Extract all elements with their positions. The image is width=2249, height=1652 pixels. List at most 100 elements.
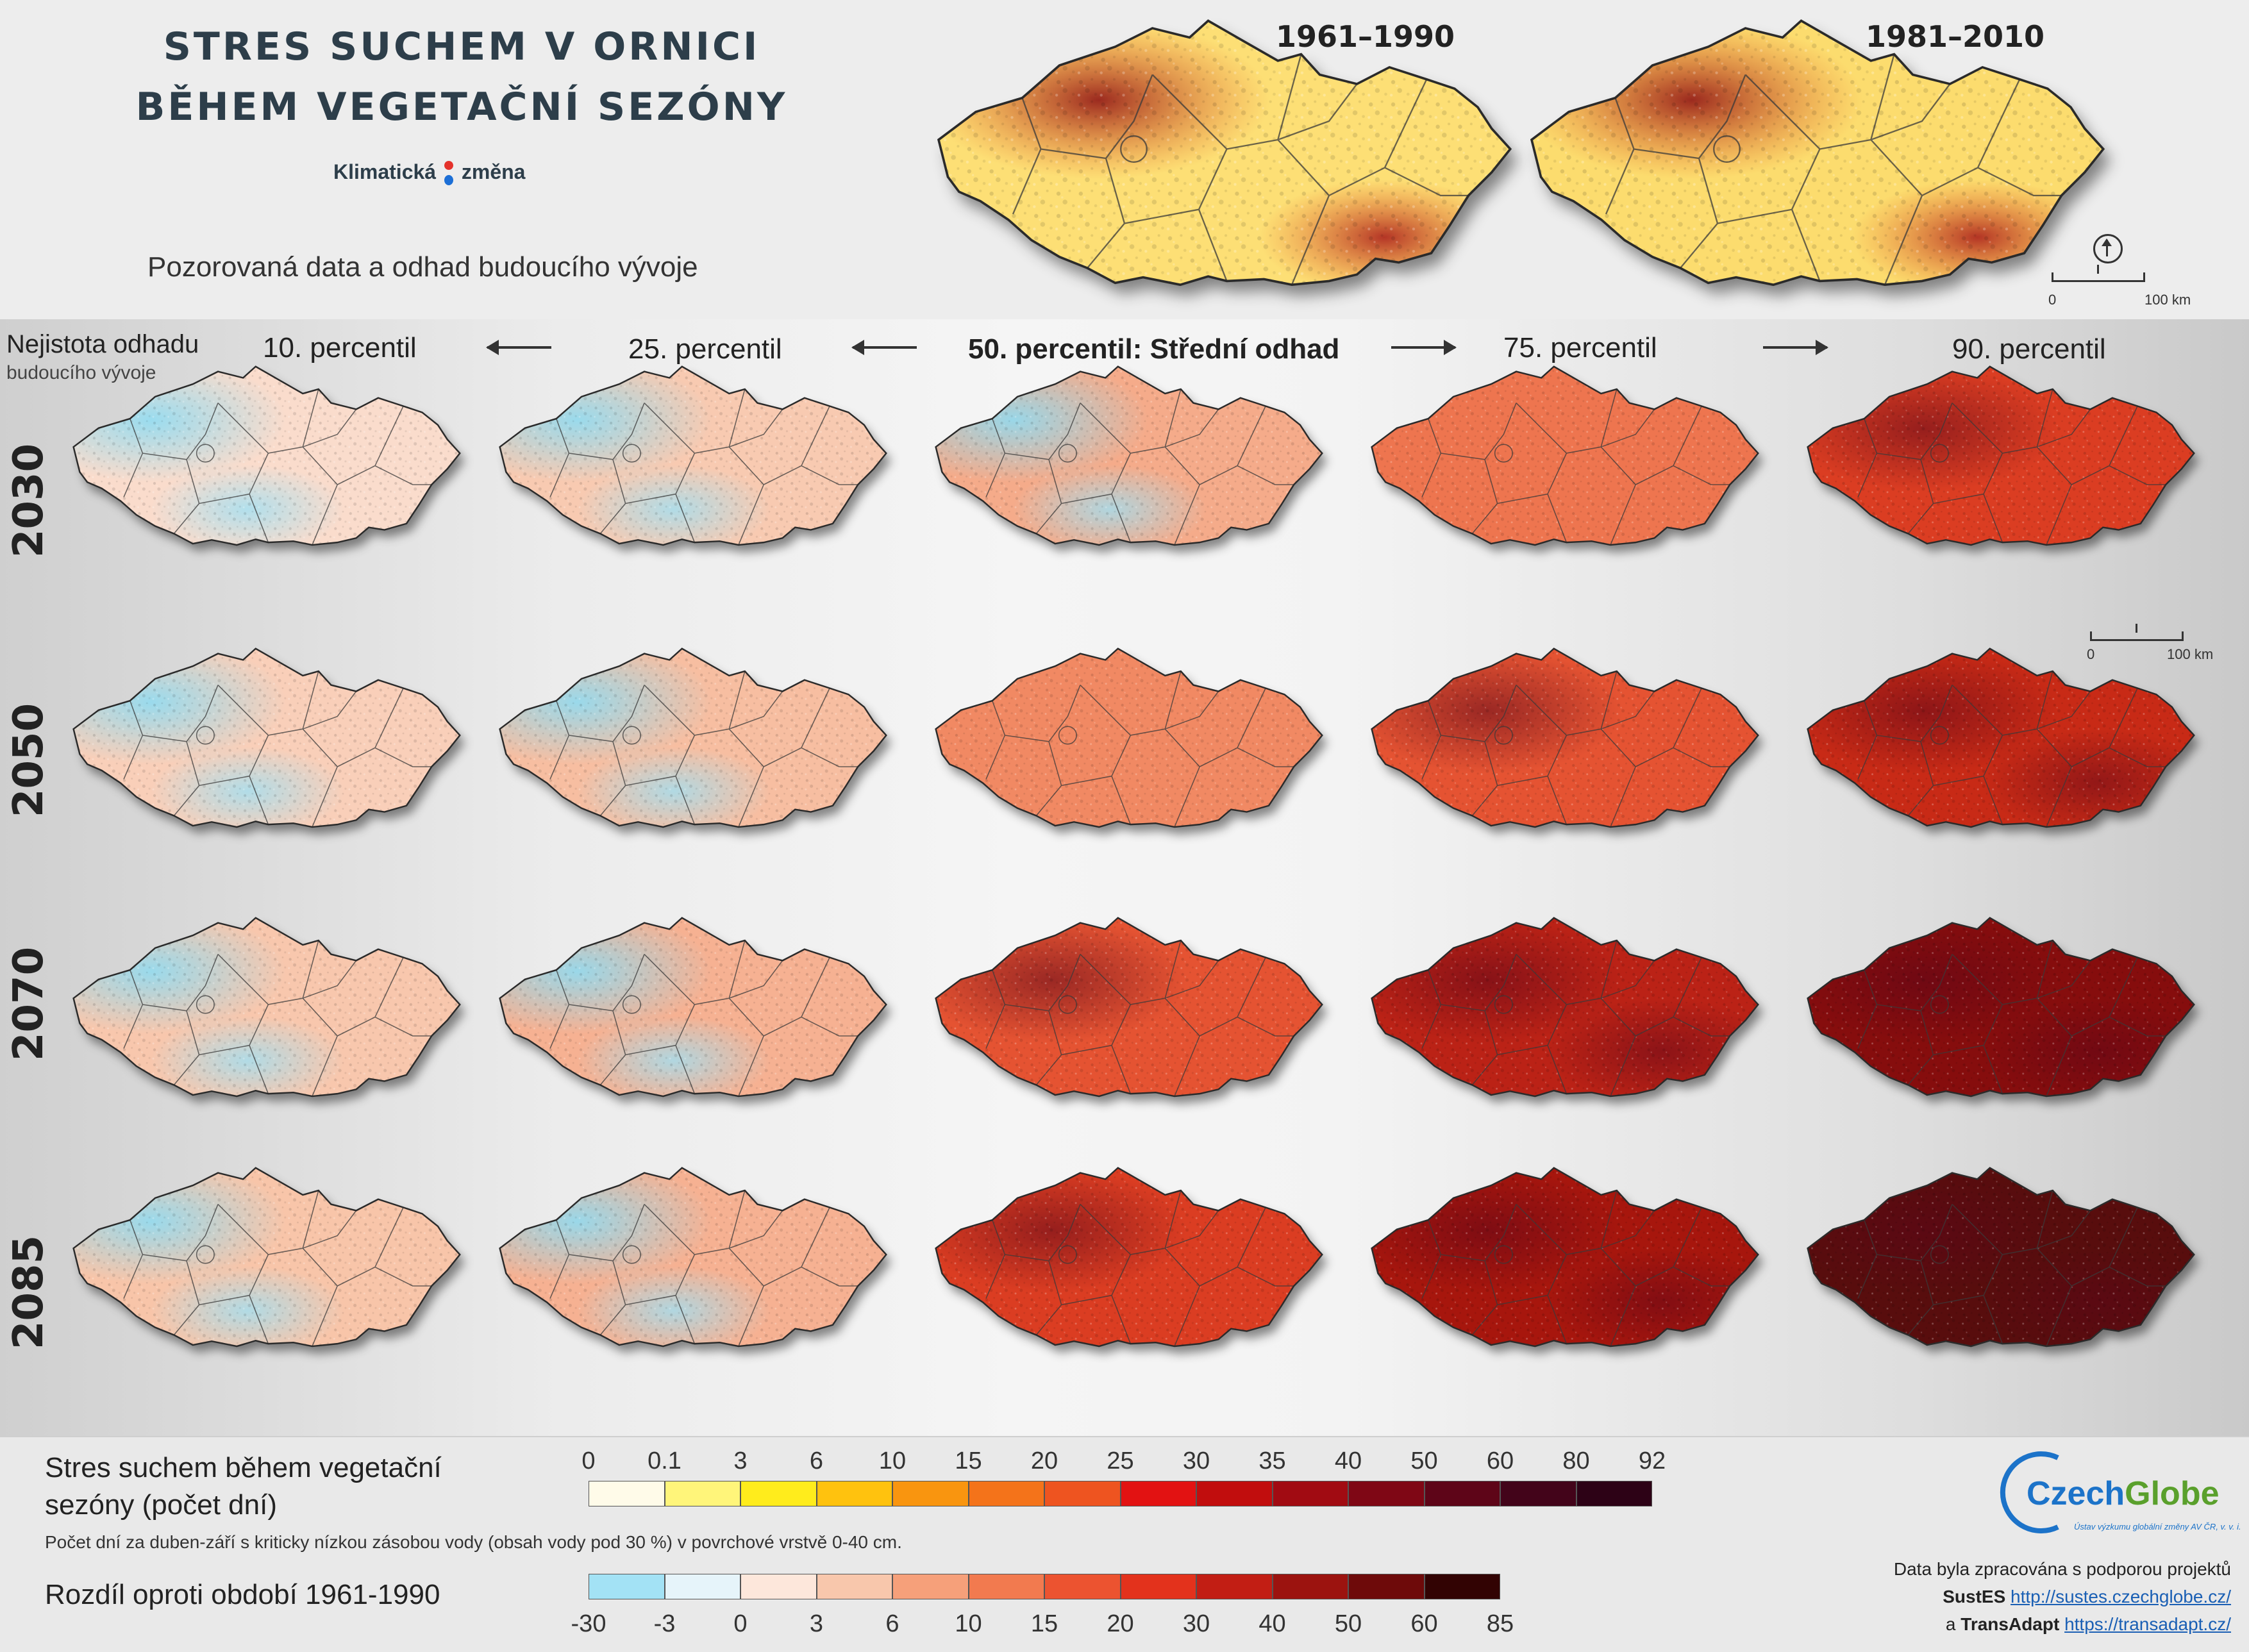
- observed-map-1981–2010: [1530, 19, 2105, 287]
- period-label-1961-1990: 1961–1990: [1276, 19, 1455, 54]
- legend-days-title-1: Stres suchem během vegetační: [45, 1452, 442, 1483]
- legend-tick-label: 80: [1562, 1448, 1590, 1474]
- scale-end-top: 100 km: [2144, 292, 2191, 308]
- legend-tick-label: 20: [1107, 1610, 1134, 1637]
- legend-tick-label: 40: [1334, 1448, 1362, 1474]
- legend-swatch: [968, 1481, 1044, 1506]
- row-label-2050: 2050: [5, 703, 53, 817]
- title-line-2: BĚHEM VEGETAČNÍ SEZÓNY: [135, 85, 788, 129]
- map-2085-p10: [72, 1167, 461, 1347]
- arrow-left-icon: [851, 340, 917, 355]
- map-2030-p25: [499, 365, 887, 546]
- map-2085-p25: [499, 1167, 887, 1347]
- observed-map-1961–1990: [937, 19, 1512, 287]
- legend-swatch: [664, 1481, 740, 1506]
- legend-tick-label: -3: [653, 1610, 676, 1637]
- legend-tick-label: 60: [1410, 1610, 1438, 1637]
- scale-start-middle: 0: [2087, 646, 2095, 662]
- legend-swatch: [1196, 1481, 1273, 1506]
- logo-tagline: Ústav výzkumu globální změny AV ČR, v. v…: [2074, 1522, 2241, 1531]
- legend-swatch: [1348, 1481, 1425, 1506]
- map-2050-p50: [935, 647, 1323, 828]
- legend-tick-label: 6: [809, 1448, 824, 1474]
- map-2070-p75: [1371, 917, 1759, 1097]
- map-2050-p75: [1371, 647, 1759, 828]
- map-2085-p75: [1371, 1167, 1759, 1347]
- legend-tick-label: 50: [1334, 1610, 1362, 1637]
- credits-project-1: SustES http://sustes.czechglobe.cz/: [1943, 1587, 2231, 1607]
- legend-tick-label: 20: [1030, 1448, 1058, 1474]
- map-2070-p50: [935, 917, 1323, 1097]
- legend-days-note: Počet dní za duben-září s kriticky nízko…: [45, 1532, 902, 1552]
- map-2030-p50: [935, 365, 1323, 546]
- arrow-right-icon: [1391, 340, 1457, 355]
- legend-swatch: [816, 1481, 892, 1506]
- scale-bar-top: [2052, 265, 2145, 282]
- credits-project-2: a TransAdapt https://transadapt.cz/: [1946, 1614, 2231, 1635]
- arrow-right-icon: [1763, 340, 1828, 355]
- column-header-p10: 10. percentil: [263, 332, 417, 363]
- legend-tick-label: 30: [1182, 1610, 1210, 1637]
- legend-swatch: [1120, 1481, 1196, 1506]
- legend-tick-label: 0.1: [648, 1448, 681, 1474]
- column-header-p75: 75. percentil: [1503, 332, 1657, 363]
- legend-swatch: [816, 1574, 892, 1599]
- map-2050-p10: [72, 647, 461, 828]
- brand-word-1: Klimatická: [333, 160, 437, 183]
- legend-swatch: [664, 1574, 740, 1599]
- uncertainty-sublabel: budoucího vývoje: [6, 362, 156, 383]
- arrow-left-icon: [486, 340, 551, 355]
- legend-swatch: [1044, 1574, 1121, 1599]
- brand-logo: Klimatická změna: [333, 160, 525, 187]
- map-2070-p90: [1807, 917, 2195, 1097]
- row-label-2085: 2085: [5, 1235, 53, 1349]
- legend-swatch: [968, 1574, 1044, 1599]
- scale-start-top: 0: [2048, 292, 2057, 308]
- legend-swatch: [1424, 1481, 1500, 1506]
- map-2070-p10: [72, 917, 461, 1097]
- scale-end-middle: 100 km: [2167, 646, 2214, 662]
- legend-tick-label: 15: [955, 1448, 982, 1474]
- legend-swatch: [1272, 1481, 1348, 1506]
- map-2085-p90: [1807, 1167, 2195, 1347]
- logo-arc-icon: [2000, 1451, 2059, 1533]
- map-2030-p75: [1371, 365, 1759, 546]
- legend-tick-label: 50: [1410, 1448, 1438, 1474]
- legend-tick-label: 30: [1182, 1448, 1210, 1474]
- row-label-2030: 2030: [5, 443, 53, 558]
- legend-tick-label: 15: [1030, 1610, 1058, 1637]
- column-header-p50: 50. percentil: Střední odhad: [968, 333, 1340, 365]
- map-2050-p25: [499, 647, 887, 828]
- legend-swatch: [589, 1574, 665, 1599]
- legend-swatch: [1196, 1574, 1273, 1599]
- legend-tick-label: 40: [1258, 1610, 1286, 1637]
- legend-swatch: [1272, 1574, 1348, 1599]
- row-label-2070: 2070: [5, 946, 53, 1061]
- legend-swatch: [892, 1574, 969, 1599]
- czechglobe-logo: CzechGlobe Ústav výzkumu globální změny …: [1997, 1450, 2241, 1546]
- column-header-p25: 25. percentil: [628, 333, 782, 365]
- legend-swatch: [1500, 1481, 1576, 1506]
- legend-swatch: [740, 1574, 817, 1599]
- legend-tick-label: 35: [1258, 1448, 1286, 1474]
- uncertainty-label: Nejistota odhadu: [6, 330, 199, 358]
- legend-tick-label: 25: [1107, 1448, 1134, 1474]
- project-transadapt-name: TransAdapt: [1961, 1614, 2060, 1634]
- legend-tick-label: 85: [1486, 1610, 1514, 1637]
- brand-word-2: změna: [461, 160, 526, 183]
- period-label-1981-2010: 1981–2010: [1866, 19, 2045, 54]
- legend-diff-title: Rozdíl oproti období 1961-1990: [45, 1579, 440, 1610]
- project-transadapt-link[interactable]: https://transadapt.cz/: [2064, 1614, 2231, 1634]
- legend-swatch: [1044, 1481, 1121, 1506]
- map-2085-p50: [935, 1167, 1323, 1347]
- map-2050-p90: [1807, 647, 2195, 828]
- legend-panel: [0, 1436, 2249, 1652]
- legend-tick-label: 6: [885, 1610, 899, 1637]
- legend-days-title-2: sezóny (počet dní): [45, 1489, 277, 1521]
- subtitle: Pozorovaná data a odhad budoucího vývoje: [147, 251, 698, 283]
- title-line-1: STRES SUCHEM V ORNICI: [163, 24, 760, 69]
- thermometer-icon: [442, 160, 456, 187]
- legend-swatch: [589, 1481, 665, 1506]
- legend-swatch: [1348, 1574, 1425, 1599]
- project-sustes-link[interactable]: http://sustes.czechglobe.cz/: [2011, 1587, 2231, 1606]
